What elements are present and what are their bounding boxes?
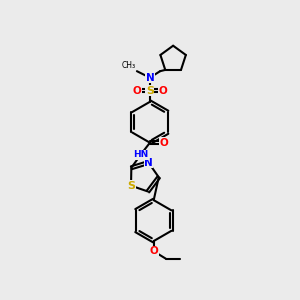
Text: N: N (144, 158, 153, 167)
Text: S: S (127, 181, 135, 191)
Text: CH₃: CH₃ (122, 61, 136, 70)
Text: O: O (149, 246, 158, 256)
Text: O: O (160, 138, 168, 148)
Text: N: N (146, 73, 154, 83)
Text: O: O (133, 86, 141, 96)
Text: O: O (158, 86, 167, 96)
Text: HN: HN (133, 150, 148, 159)
Text: S: S (146, 86, 154, 96)
